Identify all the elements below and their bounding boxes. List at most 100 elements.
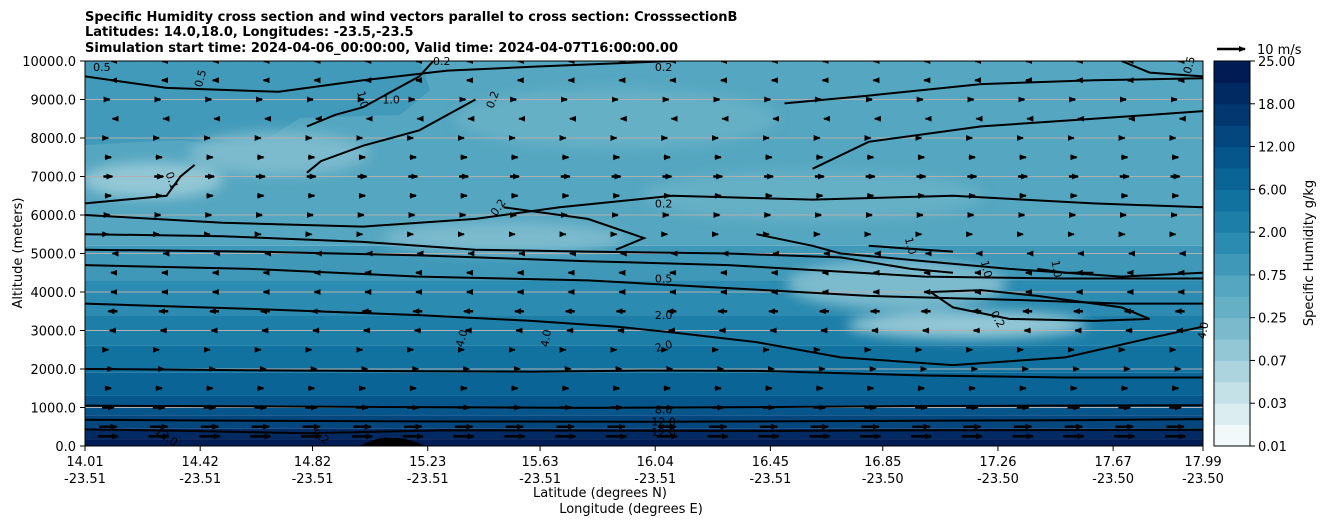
wind-vector xyxy=(818,366,826,372)
quiver-key-label: 10 m/s xyxy=(1257,43,1302,58)
wind-vector xyxy=(564,366,572,372)
x-tick-label-latitude: 17.67 xyxy=(1095,455,1132,470)
colorbar-segment xyxy=(1214,253,1250,276)
dry-patch xyxy=(847,310,1088,339)
colorbar-segment xyxy=(1214,403,1250,426)
x-tick-label-latitude: 16.85 xyxy=(864,455,901,470)
wind-vector xyxy=(107,366,115,372)
contour-line xyxy=(306,98,476,174)
dry-patch xyxy=(642,170,983,221)
x-tick-label-latitude: 14.42 xyxy=(182,455,219,470)
colorbar-segment xyxy=(1214,296,1250,319)
contour-line xyxy=(1037,267,1094,274)
wind-vector xyxy=(717,366,725,372)
contour-label: 8.0 xyxy=(655,403,673,416)
contour-label: 1.0 xyxy=(902,236,919,256)
x-tick-label-longitude: -23.51 xyxy=(749,472,791,487)
contour-label: 0.5 xyxy=(192,68,209,88)
colorbar-segment xyxy=(1214,103,1250,126)
contour-label: 0.5 xyxy=(655,273,673,286)
contour-line xyxy=(85,61,673,93)
contour-line xyxy=(85,428,1203,435)
x-tick-label-latitude: 14.01 xyxy=(66,455,103,470)
x-tick-label-latitude: 17.26 xyxy=(979,455,1016,470)
wind-vector xyxy=(971,366,979,372)
dry-patch xyxy=(85,162,223,199)
quiver-key: 10 m/s xyxy=(1217,43,1302,58)
wind-vector xyxy=(209,366,217,372)
dry-patch xyxy=(188,131,369,176)
y-tick-label: 9000.0 xyxy=(31,94,77,109)
y-tick-label: 10000.0 xyxy=(22,55,76,70)
humidity-band xyxy=(85,428,1203,440)
colorbar-segment xyxy=(1214,424,1250,447)
y-tick-label: 8000.0 xyxy=(31,132,77,147)
wind-vector xyxy=(666,366,674,372)
wind-vector xyxy=(1174,366,1182,372)
colorbar-segment xyxy=(1214,317,1250,340)
y-axis: 0.0 1000.0 2000.0 3000.0 4000.0 5000.0 6000.0 7… xyxy=(22,55,85,455)
contour-label: 0.5 xyxy=(93,61,111,74)
wind-vector xyxy=(869,366,877,372)
wind-vector xyxy=(1022,366,1030,372)
colorbar-segment xyxy=(1214,339,1250,361)
x-tick-label-longitude: -23.51 xyxy=(64,472,106,487)
x-tick-label-longitude: -23.50 xyxy=(1182,472,1224,487)
colorbar-segment xyxy=(1214,232,1250,254)
contour-label: 2.0 xyxy=(654,338,674,355)
contour-label: 0.1 xyxy=(163,170,181,191)
contour-label: 0.2 xyxy=(655,197,673,210)
y-tick-label: 6000.0 xyxy=(31,209,77,224)
x-tick-label-longitude: -23.51 xyxy=(634,472,676,487)
chart-title-line-2: Latitudes: 14.0,18.0, Longitudes: -23.5,… xyxy=(85,25,414,40)
y-tick-label: 2000.0 xyxy=(31,363,77,378)
contour-line xyxy=(85,368,1203,379)
contour-label: 4.0 xyxy=(453,328,470,348)
x-tick-label-longitude: -23.50 xyxy=(977,472,1019,487)
contour-label: 1.0 xyxy=(978,259,995,279)
wind-vector xyxy=(361,366,369,372)
plot-area xyxy=(85,61,1203,446)
y-tick-label: 0.0 xyxy=(55,440,76,455)
contour-line xyxy=(503,206,647,251)
contour-line xyxy=(85,418,1203,423)
x-tick-label-latitude: 17.99 xyxy=(1184,455,1221,470)
contour-line xyxy=(85,164,196,205)
y-tick-label: 3000.0 xyxy=(31,325,77,340)
wind-vector xyxy=(920,366,928,372)
contour-label: 1.0 xyxy=(1049,259,1065,278)
y-tick-label: 7000.0 xyxy=(31,171,77,186)
colorbar-segment xyxy=(1214,274,1250,297)
colorbar-segment xyxy=(1214,82,1250,105)
colorbar-segment xyxy=(1214,61,1250,83)
contour-label: 12.0 xyxy=(651,426,676,439)
contour-label: 4.0 xyxy=(538,329,554,348)
x-tick-label-longitude: -23.51 xyxy=(519,472,561,487)
humidity-band xyxy=(85,439,1203,446)
colorbar-tick-label: 0.07 xyxy=(1258,354,1287,369)
x-tick-label-longitude: -23.51 xyxy=(179,472,221,487)
dry-patch xyxy=(455,88,776,149)
contour-line xyxy=(85,248,1203,280)
x-tick-label-longitude: -23.51 xyxy=(407,472,449,487)
colorbar-segment xyxy=(1214,189,1250,212)
x-tick-label-longitude: -23.50 xyxy=(862,472,904,487)
x-axis-title-latitude: Latitude (degrees N) xyxy=(533,486,667,501)
gridlines xyxy=(85,61,1203,446)
wind-vectors xyxy=(97,61,1187,440)
wind-vector xyxy=(158,366,166,372)
terrain-shape xyxy=(359,437,426,446)
contour-label: 0.5 xyxy=(1181,55,1198,75)
y-tick-label: 1000.0 xyxy=(31,402,77,417)
contour-label: 1.0 xyxy=(382,94,400,107)
humidity-contours xyxy=(85,61,1203,435)
x-tick-label-latitude: 16.45 xyxy=(752,455,789,470)
colorbar-segment xyxy=(1214,167,1250,190)
y-tick-label: 5000.0 xyxy=(31,248,77,263)
colorbar-tick-label: 18.00 xyxy=(1258,98,1295,113)
colorbar-tick-label: 0.75 xyxy=(1258,269,1287,284)
colorbar xyxy=(1214,61,1250,447)
colorbar-tick-label: 0.01 xyxy=(1258,440,1287,455)
colorbar-tick-label: 6.00 xyxy=(1258,183,1287,198)
